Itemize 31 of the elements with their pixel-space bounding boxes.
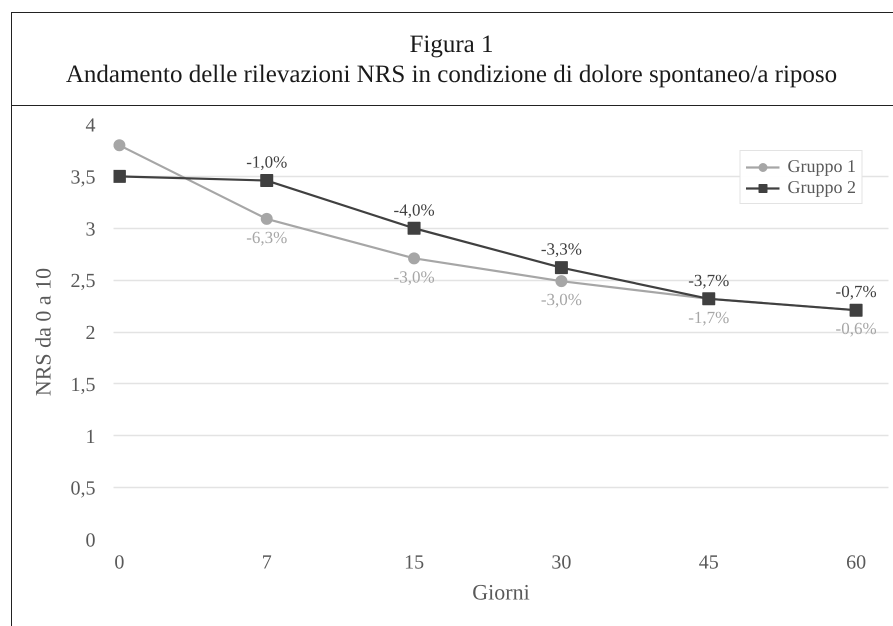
y-tick-label: 1,5 bbox=[70, 374, 96, 396]
y-tick-label: 0,5 bbox=[70, 478, 96, 500]
annotation: -3,0% bbox=[540, 290, 582, 310]
chart-subtitle: Andamento delle rilevazioni NRS in condizione di dolore spontaneo/a riposo bbox=[66, 61, 838, 88]
annotation: -0,7% bbox=[836, 282, 877, 302]
y-axis-title: NRS da 0 a 10 bbox=[30, 268, 56, 396]
y-tick-label: 2,5 bbox=[70, 270, 96, 292]
x-axis-title: Giorni bbox=[472, 580, 530, 604]
legend-label: Gruppo 1 bbox=[788, 156, 856, 177]
annotation: -3,3% bbox=[540, 240, 582, 259]
annotation: -0,6% bbox=[836, 319, 877, 338]
annotation: -6,3% bbox=[246, 228, 288, 247]
annotation: -4,0% bbox=[394, 200, 435, 220]
x-tick-label: 0 bbox=[114, 552, 124, 574]
y-tick-label: 2 bbox=[86, 322, 96, 344]
legend-label: Gruppo 2 bbox=[788, 177, 856, 198]
x-tick-label: 30 bbox=[551, 552, 572, 574]
y-tick-label: 1 bbox=[86, 426, 96, 448]
annotation: -1,0% bbox=[246, 152, 288, 172]
annotation: -1,7% bbox=[688, 308, 730, 327]
y-tick-label: 0 bbox=[86, 530, 96, 552]
annotation: -3,0% bbox=[394, 267, 435, 286]
x-tick-label: 15 bbox=[404, 552, 424, 574]
y-tick-label: 4 bbox=[86, 114, 96, 136]
x-tick-label: 7 bbox=[262, 552, 272, 574]
x-tick-label: 45 bbox=[698, 552, 719, 574]
x-tick-label: 60 bbox=[846, 552, 866, 574]
annotation: -3,7% bbox=[688, 270, 730, 290]
y-tick-label: 3 bbox=[86, 218, 96, 240]
chart-title: Figura 1 bbox=[409, 31, 494, 58]
y-tick-label: 3,5 bbox=[70, 166, 96, 188]
